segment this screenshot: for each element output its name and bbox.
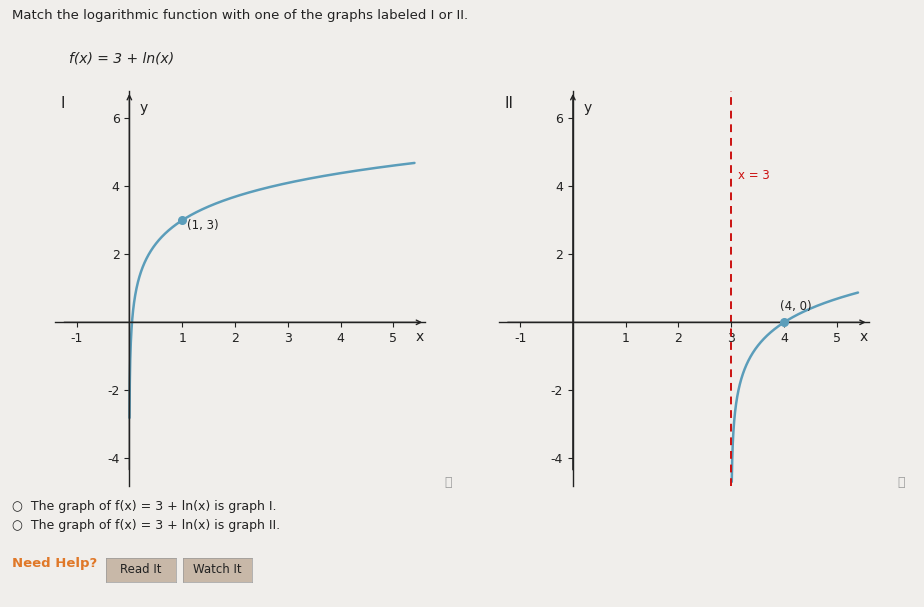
Text: Watch It: Watch It	[193, 563, 242, 577]
Text: Match the logarithmic function with one of the graphs labeled I or II.: Match the logarithmic function with one …	[12, 9, 468, 22]
Text: y: y	[140, 101, 148, 115]
Text: y: y	[583, 101, 591, 115]
Text: (4, 0): (4, 0)	[780, 300, 811, 313]
Text: ⓘ: ⓘ	[444, 476, 452, 489]
Text: I: I	[61, 96, 66, 111]
Text: x: x	[859, 330, 868, 344]
Text: II: II	[505, 96, 513, 111]
Text: Need Help?: Need Help?	[12, 557, 97, 570]
Text: x = 3: x = 3	[737, 169, 770, 183]
Text: f(x) = 3 + ln(x): f(x) = 3 + ln(x)	[69, 52, 175, 66]
Text: (1, 3): (1, 3)	[188, 219, 219, 232]
Text: Read It: Read It	[120, 563, 162, 577]
Text: ○  The graph of f(x) = 3 + ln(x) is graph I.: ○ The graph of f(x) = 3 + ln(x) is graph…	[12, 500, 276, 514]
Text: ○  The graph of f(x) = 3 + ln(x) is graph II.: ○ The graph of f(x) = 3 + ln(x) is graph…	[12, 518, 280, 532]
Text: x: x	[416, 330, 424, 344]
Text: ⓘ: ⓘ	[897, 476, 905, 489]
